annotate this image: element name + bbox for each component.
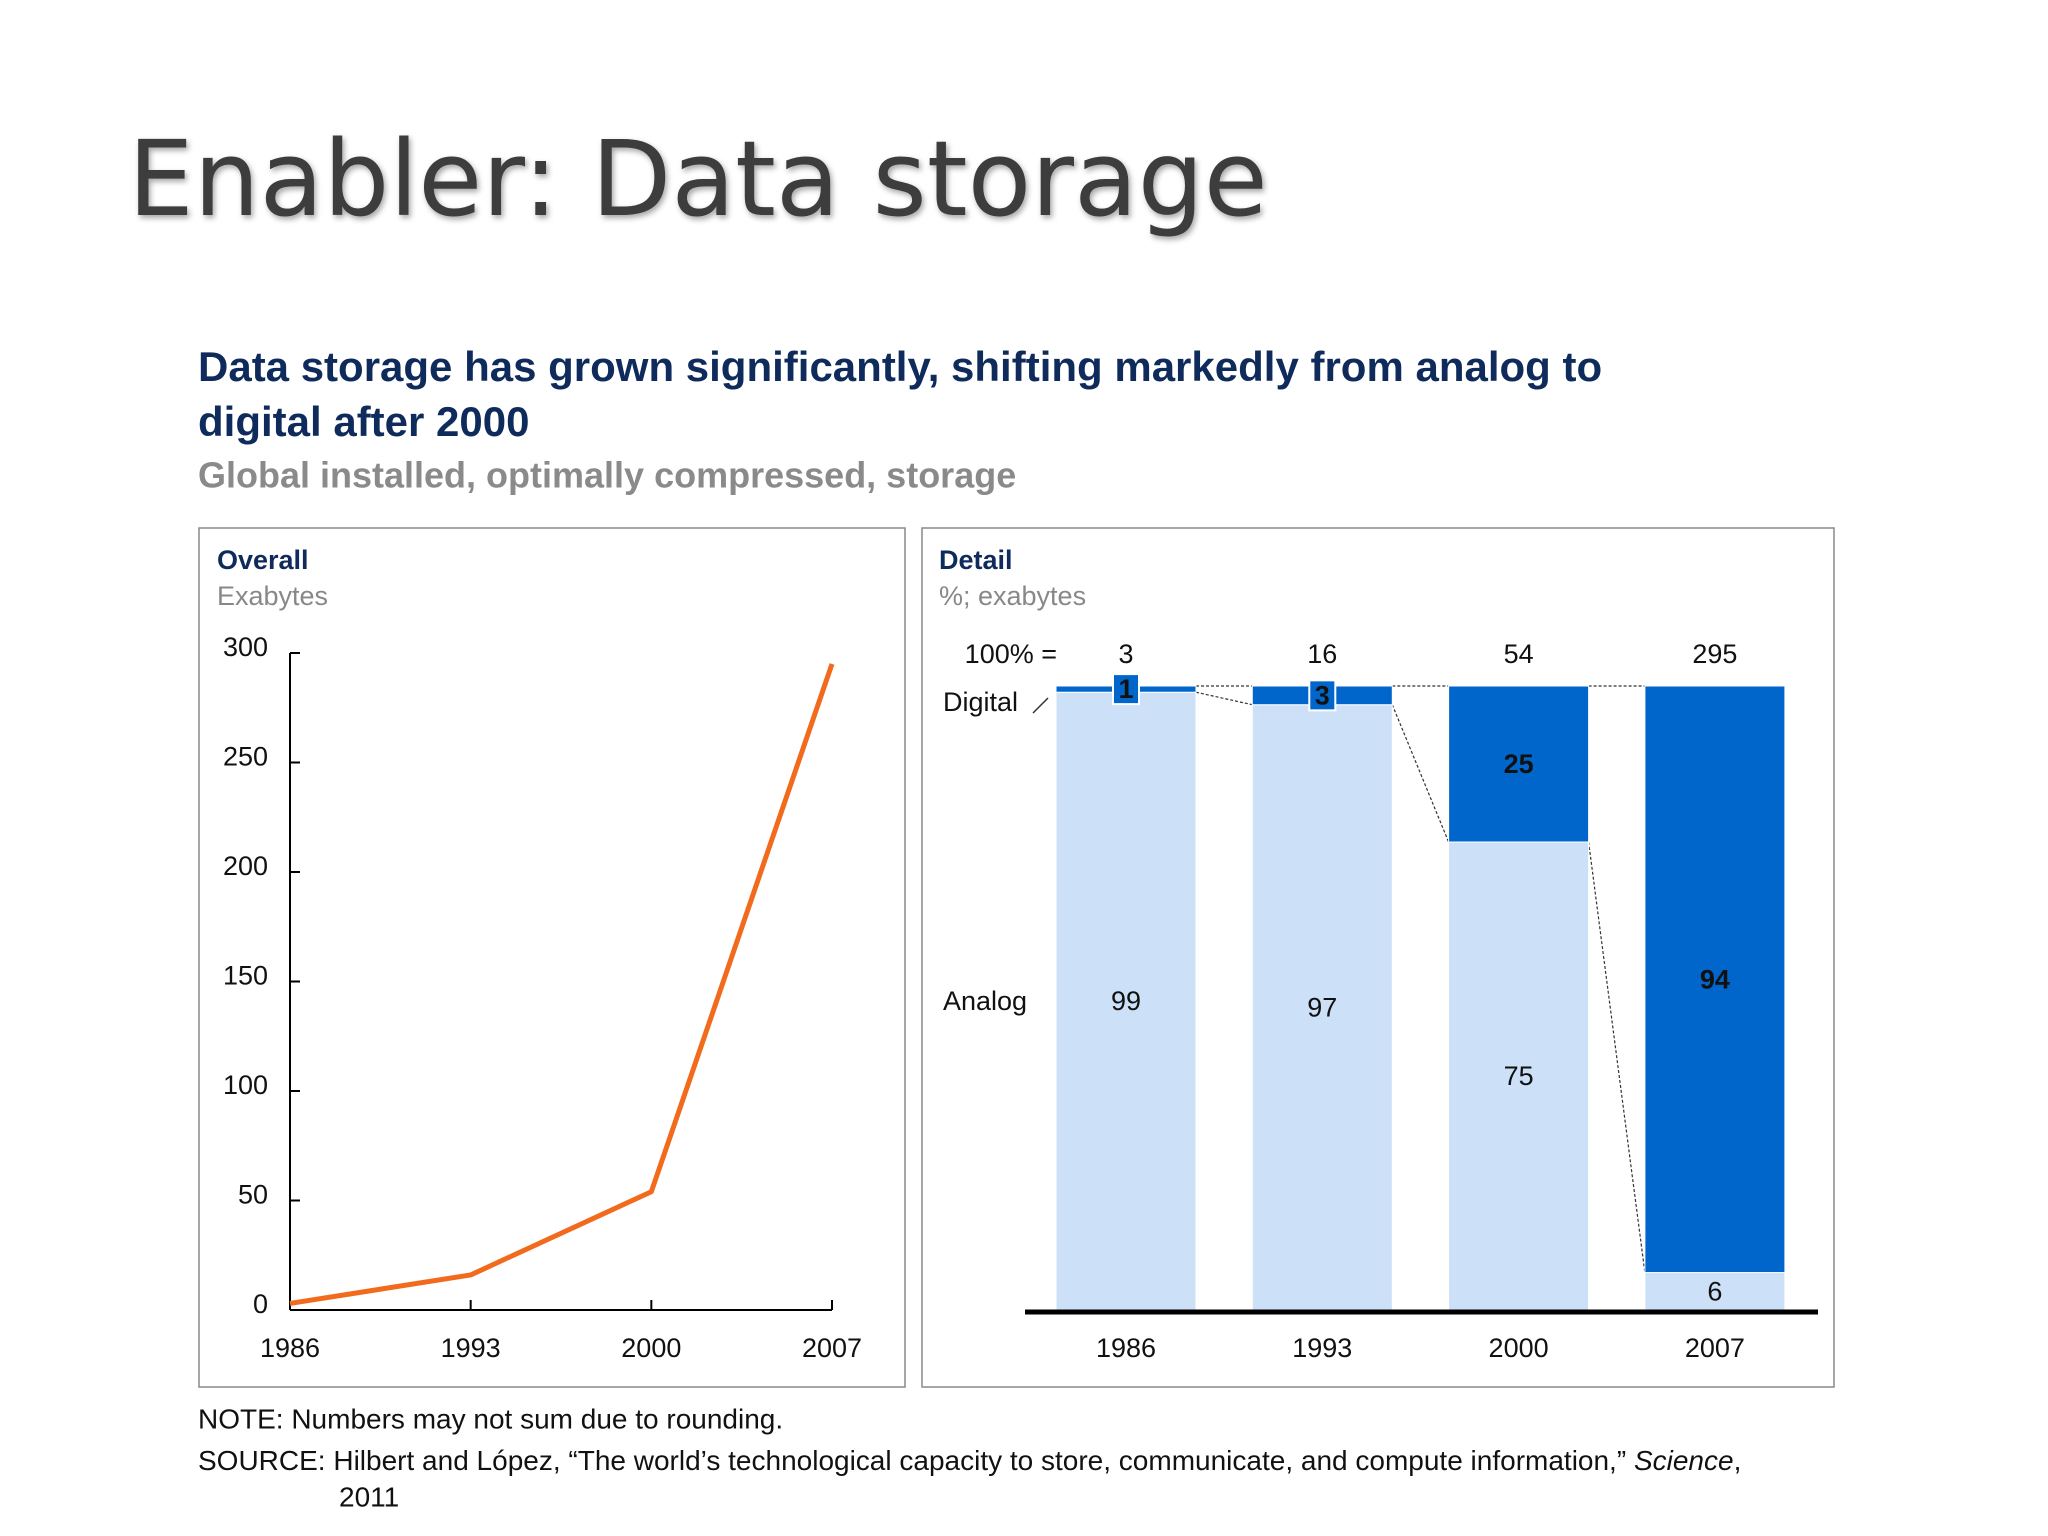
bar-segment	[1644, 1272, 1786, 1311]
x-tick-label: 2000	[1489, 1333, 1549, 1363]
connector	[1588, 841, 1646, 1273]
connector	[1391, 704, 1450, 843]
headline: digital after 2000	[198, 398, 529, 445]
value-label: 97	[1307, 992, 1337, 1022]
bar-segment	[1251, 704, 1393, 1311]
chart-title: Overall	[217, 545, 309, 575]
x-tick-label: 2007	[1685, 1333, 1745, 1363]
bar-segment	[1448, 685, 1590, 843]
line	[289, 663, 835, 1306]
bar-segment	[1644, 685, 1786, 1274]
source-label: SOURCE:	[198, 1445, 326, 1476]
panel	[198, 527, 906, 1388]
bar-segment	[1055, 691, 1197, 1311]
chart-subtitle: Exabytes	[217, 581, 328, 611]
y-tick-label: 150	[223, 961, 268, 991]
x-tick-label: 1986	[260, 1333, 320, 1363]
note: NOTE: Numbers may not sum due to roundin…	[198, 1403, 783, 1434]
value-label: 3	[1315, 680, 1330, 710]
slide-title: Enabler: Data storage	[128, 118, 1268, 240]
value-label: 1	[1118, 674, 1133, 704]
value-label: 75	[1504, 1061, 1534, 1091]
x-tick-label: 1993	[441, 1333, 501, 1363]
chart-title: Detail	[939, 545, 1013, 575]
x-tick-label: 2007	[802, 1333, 862, 1363]
value-label: 6	[1707, 1276, 1722, 1306]
connector	[1195, 691, 1253, 706]
leader	[1032, 697, 1049, 714]
total-label: 54	[1504, 639, 1534, 669]
source-journal: Science	[1634, 1445, 1734, 1476]
y-tick-label: 0	[253, 1289, 268, 1319]
series-label: Analog	[943, 986, 1027, 1016]
chart-subtitle: %; exabytes	[939, 581, 1086, 611]
value-label: 25	[1504, 749, 1534, 779]
subtitle: Global installed, optimally compressed, …	[198, 455, 1016, 496]
label-box	[1112, 673, 1140, 706]
x-tick-label: 1986	[1096, 1333, 1156, 1363]
x-tick-label: 2000	[621, 1333, 681, 1363]
source-text: Hilbert and López, “The world’s technolo…	[333, 1445, 1626, 1476]
total-label: 3	[1118, 639, 1133, 669]
y-tick-label: 50	[238, 1180, 268, 1210]
source-year: 2011	[339, 1481, 399, 1512]
totals-label: 100% =	[965, 639, 1057, 669]
series-label: Digital	[943, 687, 1018, 717]
headline: Data storage has grown significantly, sh…	[198, 343, 1602, 390]
source-punct: ,	[1734, 1445, 1742, 1476]
y-tick-label: 250	[223, 742, 268, 772]
y-tick-label: 300	[223, 632, 268, 662]
total-label: 16	[1307, 639, 1337, 669]
x-tick-label: 1993	[1292, 1333, 1352, 1363]
value-label: 99	[1111, 986, 1141, 1016]
y-tick-label: 100	[223, 1070, 268, 1100]
value-label: 94	[1700, 964, 1730, 994]
y-tick-label: 200	[223, 851, 268, 881]
bar-segment	[1448, 841, 1590, 1311]
source: SOURCE: Hilbert and López, “The world’s …	[198, 1445, 1741, 1476]
total-label: 295	[1692, 639, 1737, 669]
panel	[921, 527, 1835, 1388]
label-box	[1308, 679, 1337, 712]
